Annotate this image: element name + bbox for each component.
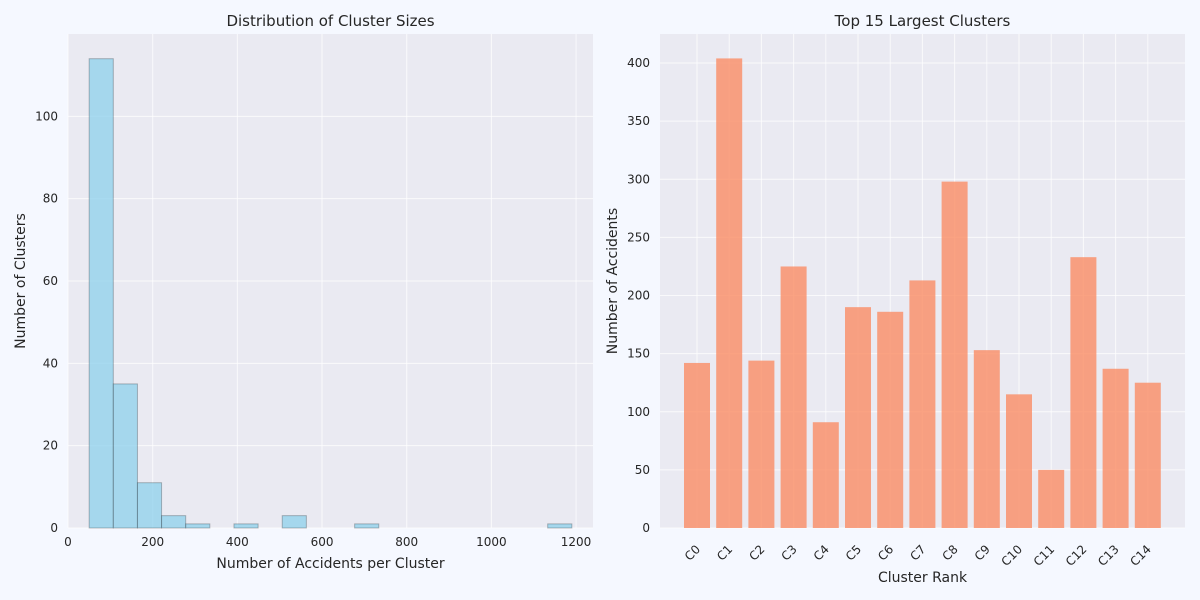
histogram-y-tick-label: 0 [50,521,58,535]
top-clusters-x-tick-label: C4 [811,542,832,563]
top-clusters-x-tick-label: C6 [875,542,896,563]
top-clusters-bar [1070,257,1097,528]
histogram-x-tick-label: 800 [395,535,418,549]
top-clusters-x-tick-label: C14 [1127,542,1154,569]
top-clusters-y-tick-label: 150 [627,347,650,361]
histogram-x-tick-label: 400 [226,535,249,549]
histogram-bar [88,58,114,529]
top-clusters-bar [1006,394,1032,528]
top-clusters-y-tick-label: 300 [627,172,650,186]
top-clusters-x-tick-label: C2 [746,542,767,563]
top-clusters-x-tick-label: C11 [1031,542,1058,569]
top-clusters-y-tick-label: 400 [627,56,650,70]
histogram-y-tick-label: 40 [43,356,58,370]
top-clusters-x-tick-label: C12 [1063,542,1090,569]
histogram-bar [547,523,573,529]
top-clusters-y-tick-label: 200 [627,289,650,303]
top-clusters-bar [909,280,936,528]
top-clusters-title: Top 15 Largest Clusters [834,12,1011,30]
histogram-x-label: Number of Accidents per Cluster [216,556,444,572]
top-clusters-bar [941,181,968,528]
histogram-bar [281,515,307,529]
histogram-bar [233,523,259,529]
histogram-x-tick-label: 1200 [561,535,592,549]
histogram-bar [354,523,380,529]
top-clusters-bar [684,362,710,528]
histogram-x-tick-label: 200 [141,535,164,549]
histogram-title: Distribution of Cluster Sizes [226,12,434,30]
histogram-bar [136,482,163,529]
top-clusters-panel: C0 C1 C2 C3 C4 C5 C6 C7 C8 C9 C10 C11 C12 C13 C14 0 50 1… [605,12,1185,586]
histogram-y-tick-label: 80 [43,192,58,206]
top-clusters-bar [812,422,839,528]
histogram-y-tick-label: 20 [43,439,58,453]
top-clusters-x-tick-label: C13 [1095,542,1122,569]
top-clusters-x-tick-label: C8 [939,542,960,563]
top-clusters-y-ticks: 0 50 100 150 200 250 300 350 400 [627,56,650,535]
top-clusters-y-tick-label: 0 [642,521,650,535]
top-clusters-x-tick-label: C7 [907,542,928,563]
top-clusters-bars [684,58,1161,528]
top-clusters-bar [748,360,775,528]
top-clusters-x-ticks: C0 C1 C2 C3 C4 C5 C6 C7 C8 C9 C10 C11 C12 C13 C14 [682,542,1154,569]
top-clusters-y-tick-label: 350 [627,114,650,128]
histogram-x-tick-label: 0 [64,535,72,549]
top-clusters-x-tick-label: C10 [998,542,1025,569]
histogram-bar [161,515,187,529]
top-clusters-bar [1102,368,1129,528]
top-clusters-x-tick-label: C1 [714,542,735,563]
histogram-x-ticks: 0 200 400 600 800 1000 1200 [64,535,591,549]
top-clusters-x-tick-label: C9 [972,542,993,563]
top-clusters-y-tick-label: 100 [627,405,650,419]
top-clusters-bar [845,307,871,528]
top-clusters-x-label: Cluster Rank [878,570,968,586]
top-clusters-x-tick-label: C5 [843,542,864,563]
top-clusters-bar [1134,382,1161,528]
histogram-panel: 0 200 400 600 800 1000 1200 0 20 40 60 80 100 Distr… [13,12,593,572]
top-clusters-bar [1038,469,1065,528]
top-clusters-bar [973,350,1000,528]
top-clusters-x-tick-label: C0 [682,542,703,563]
histogram-y-label: Number of Clusters [13,213,29,349]
top-clusters-y-tick-label: 50 [635,463,650,477]
top-clusters-bar [716,58,743,528]
histogram-x-tick-label: 1000 [476,535,507,549]
top-clusters-y-label: Number of Accidents [605,208,621,354]
histogram-x-tick-label: 600 [311,535,334,549]
histogram-bar [185,523,211,529]
histogram-bar [112,383,138,529]
histogram-y-ticks: 0 20 40 60 80 100 [35,109,58,535]
histogram-y-tick-label: 100 [35,109,58,123]
top-clusters-bar [877,311,904,528]
top-clusters-bar [780,266,807,528]
top-clusters-x-tick-label: C3 [778,542,799,563]
top-clusters-y-tick-label: 250 [627,230,650,244]
histogram-y-tick-label: 60 [43,274,58,288]
histogram-bars [88,58,573,529]
